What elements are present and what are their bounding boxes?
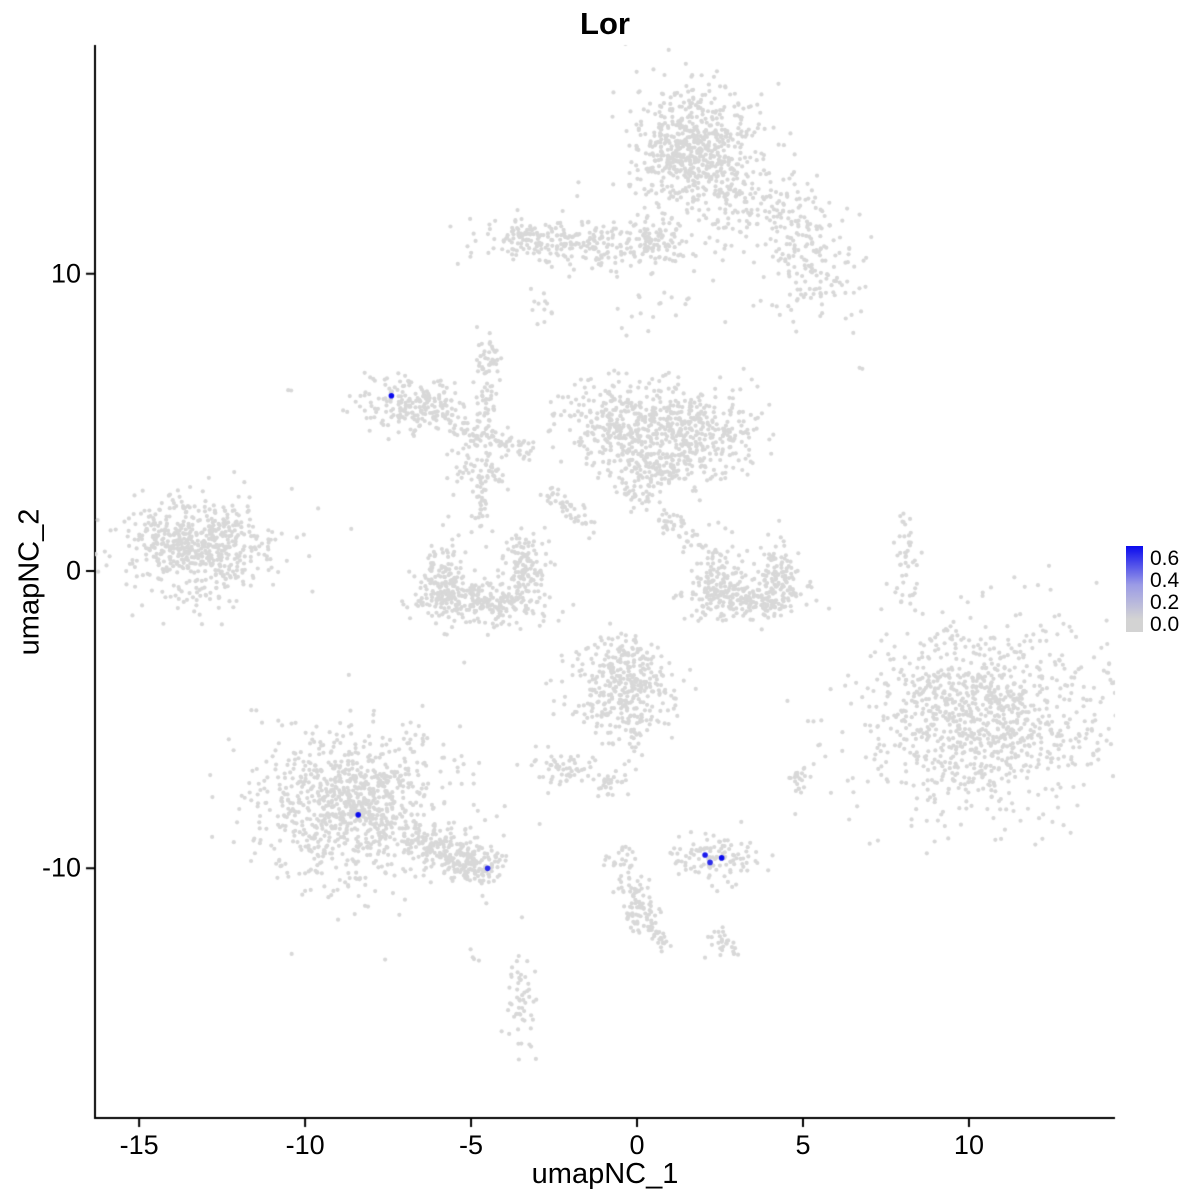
y-tick-label: -10	[41, 852, 81, 883]
chart-title: Lor	[580, 6, 630, 41]
y-tick-label: 0	[65, 555, 81, 586]
x-tick-label: 10	[953, 1130, 984, 1160]
x-tick-label: -10	[285, 1130, 325, 1160]
legend-tick-label: 0.2	[1150, 591, 1180, 614]
legend-tick-label: 0.6	[1150, 547, 1180, 570]
y-axis-label: umapNC_2	[13, 508, 46, 656]
x-tick-label: -5	[459, 1130, 484, 1160]
x-axis-label: umapNC_1	[531, 1158, 679, 1190]
legend-tick-label: 0.0	[1150, 613, 1180, 636]
y-tick-label: 10	[50, 258, 81, 289]
x-tick-label: 0	[629, 1130, 645, 1160]
x-tick-label: -15	[119, 1130, 159, 1160]
legend-gradient-bar	[1126, 546, 1143, 632]
x-tick-label: 5	[795, 1130, 811, 1160]
legend-tick-label: 0.4	[1150, 569, 1180, 592]
